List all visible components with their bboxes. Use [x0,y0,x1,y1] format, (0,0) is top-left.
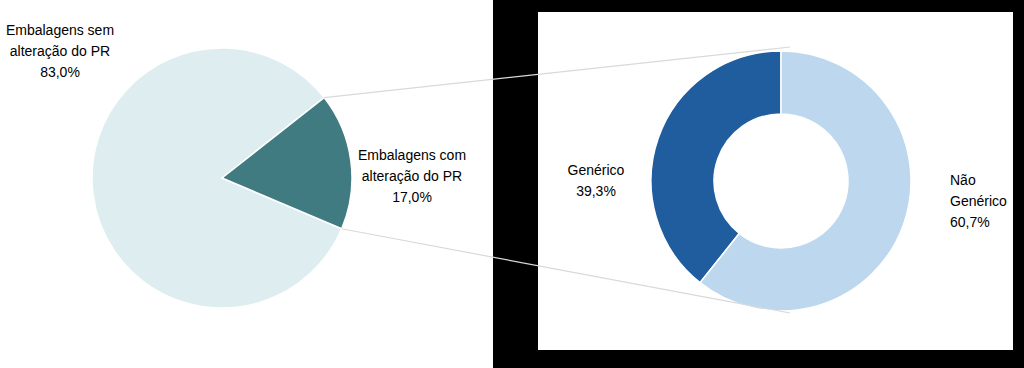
pie [92,48,352,308]
data-label: 17,0% [392,189,432,205]
slice-label-line: alteração do PR [10,43,110,59]
slice-label-line: alteração do PR [362,168,462,184]
slice-label: Embalagens com alteração do PR [358,147,466,184]
slice-label-line: Não [950,172,976,188]
slice-label-line: Genérico [568,162,625,178]
connector-line [342,229,790,313]
slice-label: Genérico [568,162,625,178]
data-label: 60,7% [950,214,990,230]
connector-line [324,47,790,98]
data-label: 39,3% [576,183,616,199]
slice-label: Embalagens sem alteração do PR [6,22,114,59]
frame-outer [493,0,1024,368]
slice-label-line: Embalagens sem [6,22,114,38]
slice-label-line: Embalagens com [358,147,466,163]
chart: Embalagens sem alteração do PR 83,0% Embala… [0,0,1024,368]
donut [651,51,911,311]
slice [700,51,911,311]
slice-label-line: Genérico [950,193,1007,209]
slice-label: Não Genérico [950,172,1007,209]
slice [222,98,352,229]
data-label: 83,0% [40,64,80,80]
frame-inner [538,12,1013,350]
